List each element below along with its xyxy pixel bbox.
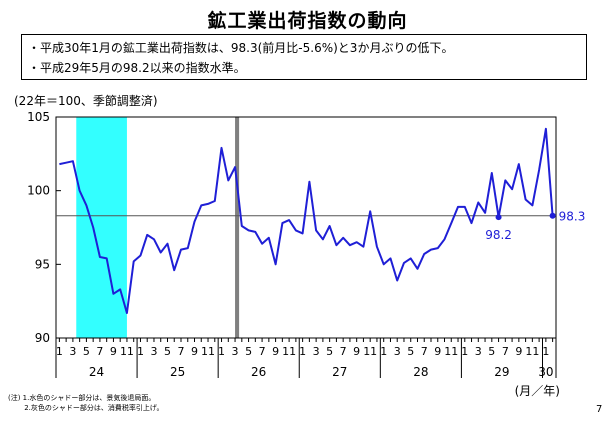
x-tick-label: 3 <box>232 345 239 358</box>
x-tick-label: 1 <box>380 345 387 358</box>
summary-bullet-2: ・平成29年5月の98.2以来の指数水準。 <box>28 61 246 75</box>
x-tick-label: 5 <box>407 345 414 358</box>
annotation-label: 98.3 <box>559 210 586 224</box>
x-tick-label: 11 <box>201 345 215 358</box>
series-line <box>59 127 554 314</box>
y-tick-label: 90 <box>35 331 50 345</box>
annotation-point <box>495 214 502 221</box>
footnote-2: 2.灰色のシャドー部分は、消費税率引上げ。 <box>8 404 164 412</box>
footnote-1: (注) 1.水色のシャドー部分は、景気後退局面。 <box>8 394 156 402</box>
x-tick-label: 11 <box>363 345 377 358</box>
summary-bullet-1: ・平成30年1月の鉱工業出荷指数は、98.3(前月比-5.6%)と3か月ぶりの低… <box>28 41 454 55</box>
x-tick-label: 9 <box>515 345 522 358</box>
x-tick-label: 5 <box>488 345 495 358</box>
x-tick-label: 11 <box>525 345 539 358</box>
y-tick-label: 100 <box>27 184 50 198</box>
plot-area-frame <box>55 116 557 339</box>
x-year-label: 30 <box>538 365 553 379</box>
tax_increase-shading <box>235 117 240 338</box>
x-year-label: 29 <box>494 365 509 379</box>
x-tick-label: 7 <box>340 345 347 358</box>
x-tick-label: 7 <box>421 345 428 358</box>
x-tick-label: 3 <box>150 345 157 358</box>
x-year-label: 24 <box>89 365 104 379</box>
x-tick-label: 1 <box>542 345 549 358</box>
annotation-point <box>549 212 556 219</box>
page-title: 鉱工業出荷指数の動向 <box>207 10 408 32</box>
x-tick-label: 3 <box>69 345 76 358</box>
x-tick-label: 7 <box>96 345 103 358</box>
x-year-label: 25 <box>170 365 185 379</box>
x-tick-label: 7 <box>259 345 266 358</box>
x-tick-label: 5 <box>164 345 171 358</box>
x-tick-label: 9 <box>272 345 279 358</box>
x-tick-label: 9 <box>110 345 117 358</box>
recession-shading <box>76 117 127 338</box>
index-unit-label: (22年＝100、季節調整済) <box>14 94 158 108</box>
y-tick-label: 95 <box>35 257 50 271</box>
x-tick-label: 1 <box>218 345 225 358</box>
x-tick-label: 5 <box>83 345 90 358</box>
x-year-label: 28 <box>413 365 428 379</box>
x-tick-label: 9 <box>191 345 198 358</box>
x-tick-label: 11 <box>444 345 458 358</box>
x-tick-label: 5 <box>245 345 252 358</box>
x-tick-label: 9 <box>434 345 441 358</box>
x-tick-label: 3 <box>394 345 401 358</box>
x-year-label: 26 <box>251 365 266 379</box>
x-year-label: 27 <box>332 365 347 379</box>
x-tick-label: 3 <box>475 345 482 358</box>
page-number: 7 <box>596 404 603 415</box>
x-tick-label: 1 <box>137 345 144 358</box>
y-tick-label: 105 <box>27 110 50 124</box>
x-tick-label: 1 <box>461 345 468 358</box>
x-tick-label: 9 <box>353 345 360 358</box>
annotation-label: 98.2 <box>485 228 512 242</box>
x-tick-label: 11 <box>282 345 296 358</box>
x-tick-label: 1 <box>299 345 306 358</box>
x-tick-label: 11 <box>120 345 134 358</box>
x-tick-label: 1 <box>56 345 63 358</box>
x-axis-unit-label: (月／年) <box>515 384 560 398</box>
x-tick-label: 7 <box>502 345 509 358</box>
x-tick-label: 3 <box>313 345 320 358</box>
footnotes: (注) 1.水色のシャドー部分は、景気後退局面。 2.灰色のシャドー部分は、消費… <box>8 393 164 413</box>
x-tick-label: 5 <box>326 345 333 358</box>
summary-box: ・平成30年1月の鉱工業出荷指数は、98.3(前月比-5.6%)と3か月ぶりの低… <box>21 34 587 80</box>
x-tick-label: 7 <box>178 345 185 358</box>
